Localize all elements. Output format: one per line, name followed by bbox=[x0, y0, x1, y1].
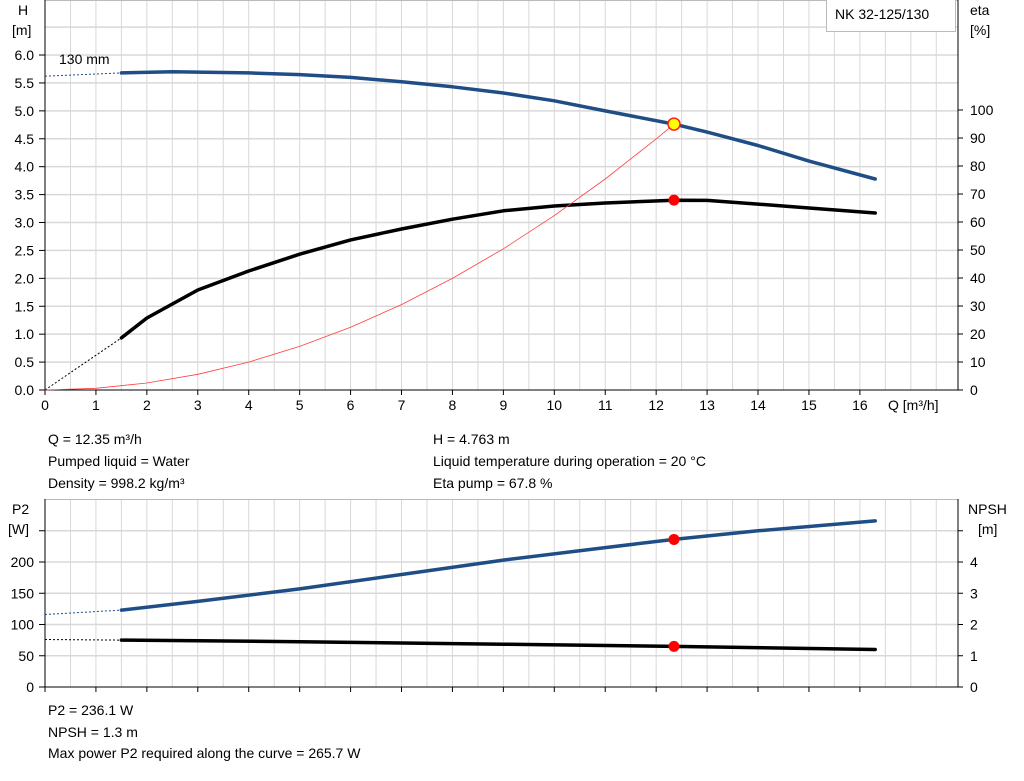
y-tick-label-right: 0 bbox=[970, 382, 978, 398]
x-tick-label: 4 bbox=[245, 397, 253, 413]
info-flow: Q = 12.35 m³/h bbox=[48, 431, 142, 447]
y-tick-label-right: 20 bbox=[970, 326, 986, 342]
info-eta: Eta pump = 67.8 % bbox=[433, 475, 553, 491]
curve-eta-extrapolated bbox=[44, 337, 122, 391]
x-tick-label: 0 bbox=[41, 397, 49, 413]
y-tick-label-right: 100 bbox=[970, 102, 994, 118]
y-tick-label-left: 3.5 bbox=[15, 187, 35, 203]
curve-p2-extrapolated bbox=[44, 609, 122, 615]
x-tick-label: 14 bbox=[750, 397, 766, 413]
y-axis-label-right: eta bbox=[970, 2, 990, 18]
x-tick-label: 5 bbox=[296, 397, 304, 413]
curve-npsh-extrapolated bbox=[44, 639, 122, 641]
y-tick-label-right: 3 bbox=[970, 585, 978, 601]
x-tick-label: 7 bbox=[398, 397, 406, 413]
y-tick-label-right: 0 bbox=[970, 679, 978, 695]
y-tick-label-right: 2 bbox=[970, 617, 978, 633]
info-density: Density = 998.2 kg/m³ bbox=[48, 475, 185, 491]
x-tick-label: 2 bbox=[143, 397, 151, 413]
x-tick-label: 12 bbox=[648, 397, 664, 413]
x-tick-label: 1 bbox=[92, 397, 100, 413]
pump-model-label: NK 32-125/130 bbox=[826, 0, 956, 32]
y-tick-label-left: 5.0 bbox=[15, 103, 35, 119]
y-tick-label-right: 50 bbox=[970, 242, 986, 258]
info-liquid: Pumped liquid = Water bbox=[48, 453, 190, 469]
curve-npsh bbox=[119, 638, 877, 652]
y-tick-label-right: 90 bbox=[970, 130, 986, 146]
curve-eta bbox=[119, 198, 877, 340]
y-axis-unit-right: [m] bbox=[978, 521, 997, 537]
y-axis-unit-left: [m] bbox=[12, 22, 31, 38]
y-tick-label-right: 40 bbox=[970, 270, 986, 286]
y-axis-unit-right: [%] bbox=[970, 22, 990, 38]
info-p2: P2 = 236.1 W bbox=[48, 702, 134, 718]
x-tick-label: 10 bbox=[547, 397, 563, 413]
y-tick-label-left: 0.0 bbox=[15, 382, 35, 398]
x-tick-label: 16 bbox=[852, 397, 868, 413]
y-tick-label-right: 1 bbox=[970, 648, 978, 664]
y-axis-label-left: P2 bbox=[12, 501, 29, 517]
operating-point-p2 bbox=[668, 533, 680, 545]
y-tick-label-left: 1.0 bbox=[15, 326, 35, 342]
x-tick-label: 15 bbox=[801, 397, 817, 413]
y-tick-label-right: 60 bbox=[970, 214, 986, 230]
operating-point-head bbox=[667, 117, 681, 131]
curve-system bbox=[44, 123, 675, 391]
y-tick-label-left: 2.5 bbox=[15, 242, 35, 258]
y-tick-label-right: 80 bbox=[970, 158, 986, 174]
y-tick-label-right: 30 bbox=[970, 298, 986, 314]
y-tick-label-left: 150 bbox=[11, 585, 35, 601]
operating-point-npsh bbox=[668, 640, 680, 652]
x-axis-label: Q [m³/h] bbox=[888, 397, 939, 413]
info-max-power: Max power P2 required along the curve = … bbox=[48, 745, 361, 761]
x-tick-label: 13 bbox=[699, 397, 715, 413]
y-tick-label-right: 10 bbox=[970, 354, 986, 370]
x-tick-label: 3 bbox=[194, 397, 202, 413]
info-head: H = 4.763 m bbox=[433, 431, 510, 447]
curve-diameter-label: 130 mm bbox=[59, 51, 110, 67]
x-tick-label: 8 bbox=[449, 397, 457, 413]
y-tick-label-left: 0.5 bbox=[15, 354, 35, 370]
x-tick-label: 6 bbox=[347, 397, 355, 413]
operating-point-eta bbox=[668, 194, 680, 206]
x-tick-label: 9 bbox=[499, 397, 507, 413]
y-tick-label-left: 4.5 bbox=[15, 131, 35, 147]
y-axis-label-right: NPSH bbox=[968, 501, 1007, 517]
y-tick-label-left: 5.5 bbox=[15, 75, 35, 91]
info-temperature: Liquid temperature during operation = 20… bbox=[433, 453, 706, 469]
y-tick-label-left: 100 bbox=[11, 617, 35, 633]
curve-p2 bbox=[119, 519, 877, 612]
y-tick-label-left: 6.0 bbox=[15, 47, 35, 63]
y-axis-unit-left: [W] bbox=[8, 521, 29, 537]
y-tick-label-left: 50 bbox=[18, 648, 34, 664]
y-tick-label-left: 0 bbox=[26, 679, 34, 695]
y-tick-label-left: 1.5 bbox=[15, 298, 35, 314]
y-tick-label-left: 4.0 bbox=[15, 159, 35, 175]
y-axis-label-left: H bbox=[18, 2, 28, 18]
y-tick-label-left: 200 bbox=[11, 554, 35, 570]
curve-h-extrapolated bbox=[44, 72, 122, 77]
y-tick-label-left: 3.0 bbox=[15, 215, 35, 231]
x-tick-label: 11 bbox=[598, 397, 613, 413]
curve-h bbox=[119, 70, 877, 181]
y-tick-label-right: 4 bbox=[970, 554, 978, 570]
y-tick-label-left: 2.0 bbox=[15, 270, 35, 286]
y-tick-label-right: 70 bbox=[970, 186, 986, 202]
info-npsh: NPSH = 1.3 m bbox=[48, 724, 138, 740]
